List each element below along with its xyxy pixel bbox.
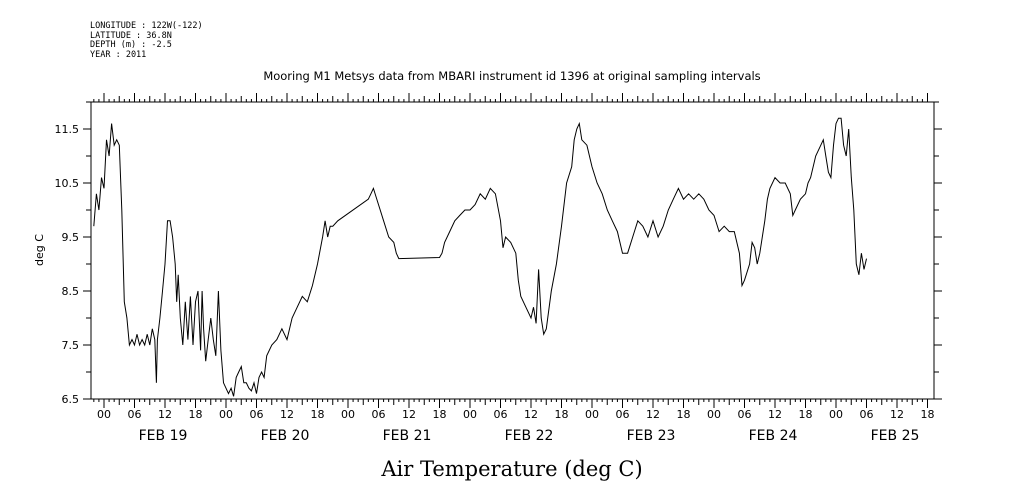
x-hour-label: 06 (494, 408, 508, 421)
x-hour-label: 18 (677, 408, 691, 421)
date-label: FEB 20 (261, 428, 310, 444)
x-hour-label: 06 (372, 408, 386, 421)
y-axis-label: deg C (33, 234, 46, 266)
y-tick-label: 8.5 (62, 285, 80, 298)
x-hour-label: 00 (463, 408, 477, 421)
metadata-block: LONGITUDE : 122W(-122) LATITUDE : 36.8N … (90, 21, 203, 60)
date-label: FEB 23 (627, 428, 676, 444)
y-tick-labels: 6.5 7.5 8.5 9.5 10.5 11.5 (55, 123, 80, 406)
x-hour-label: 00 (707, 408, 721, 421)
x-hour-label: 00 (219, 408, 233, 421)
longitude-text: LONGITUDE : 122W(-122) (90, 21, 203, 31)
x-hour-label: 18 (555, 408, 569, 421)
date-label: FEB 19 (139, 428, 188, 444)
axis-ticks (83, 93, 942, 408)
x-hour-label: 12 (524, 408, 538, 421)
x-hour-label: 12 (280, 408, 294, 421)
x-hour-label: 06 (616, 408, 630, 421)
date-label: FEB 24 (749, 428, 798, 444)
x-hour-label: 18 (433, 408, 447, 421)
depth-text: DEPTH (m) : -2.5 (90, 40, 172, 50)
x-hour-label: 12 (890, 408, 904, 421)
y-tick-label: 7.5 (62, 339, 80, 352)
y-tick-label: 6.5 (62, 393, 80, 406)
x-hour-label: 06 (250, 408, 264, 421)
latitude-text: LATITUDE : 36.8N (90, 30, 172, 41)
x-hour-label: 18 (311, 408, 325, 421)
x-hour-label: 00 (585, 408, 599, 421)
plot-frame (90, 101, 935, 400)
chart-title: Mooring M1 Metsys data from MBARI instru… (263, 69, 760, 83)
y-tick-label: 9.5 (62, 231, 80, 244)
x-hour-label: 12 (402, 408, 416, 421)
x-hour-label: 18 (921, 408, 935, 421)
y-tick-label: 10.5 (55, 177, 80, 190)
x-hour-label: 06 (738, 408, 752, 421)
x-hour-label: 00 (341, 408, 355, 421)
x-hour-label: 12 (158, 408, 172, 421)
x-hour-label: 00 (97, 408, 111, 421)
x-hour-label: 00 (829, 408, 843, 421)
x-hour-label: 18 (189, 408, 203, 421)
x-axis-label: Air Temperature (deg C) (380, 457, 642, 481)
series-line (93, 117, 867, 397)
x-tick-labels: 00 06 12 18 00 06 12 18 00 06 12 18 00 06 12 18 00 06 12 18… (97, 408, 935, 421)
y-tick-label: 11.5 (55, 123, 80, 136)
date-label: FEB 21 (383, 428, 432, 444)
year-text: YEAR : 2011 (90, 49, 147, 60)
date-labels: FEB 19 FEB 20 FEB 21 FEB 22 FEB 23 FEB 24 FEB … (139, 428, 920, 444)
date-label: FEB 22 (505, 428, 554, 444)
x-hour-label: 18 (799, 408, 813, 421)
x-hour-label: 12 (768, 408, 782, 421)
x-hour-label: 06 (128, 408, 142, 421)
x-hour-label: 06 (860, 408, 874, 421)
x-hour-label: 12 (646, 408, 660, 421)
date-label: FEB 25 (871, 428, 920, 444)
